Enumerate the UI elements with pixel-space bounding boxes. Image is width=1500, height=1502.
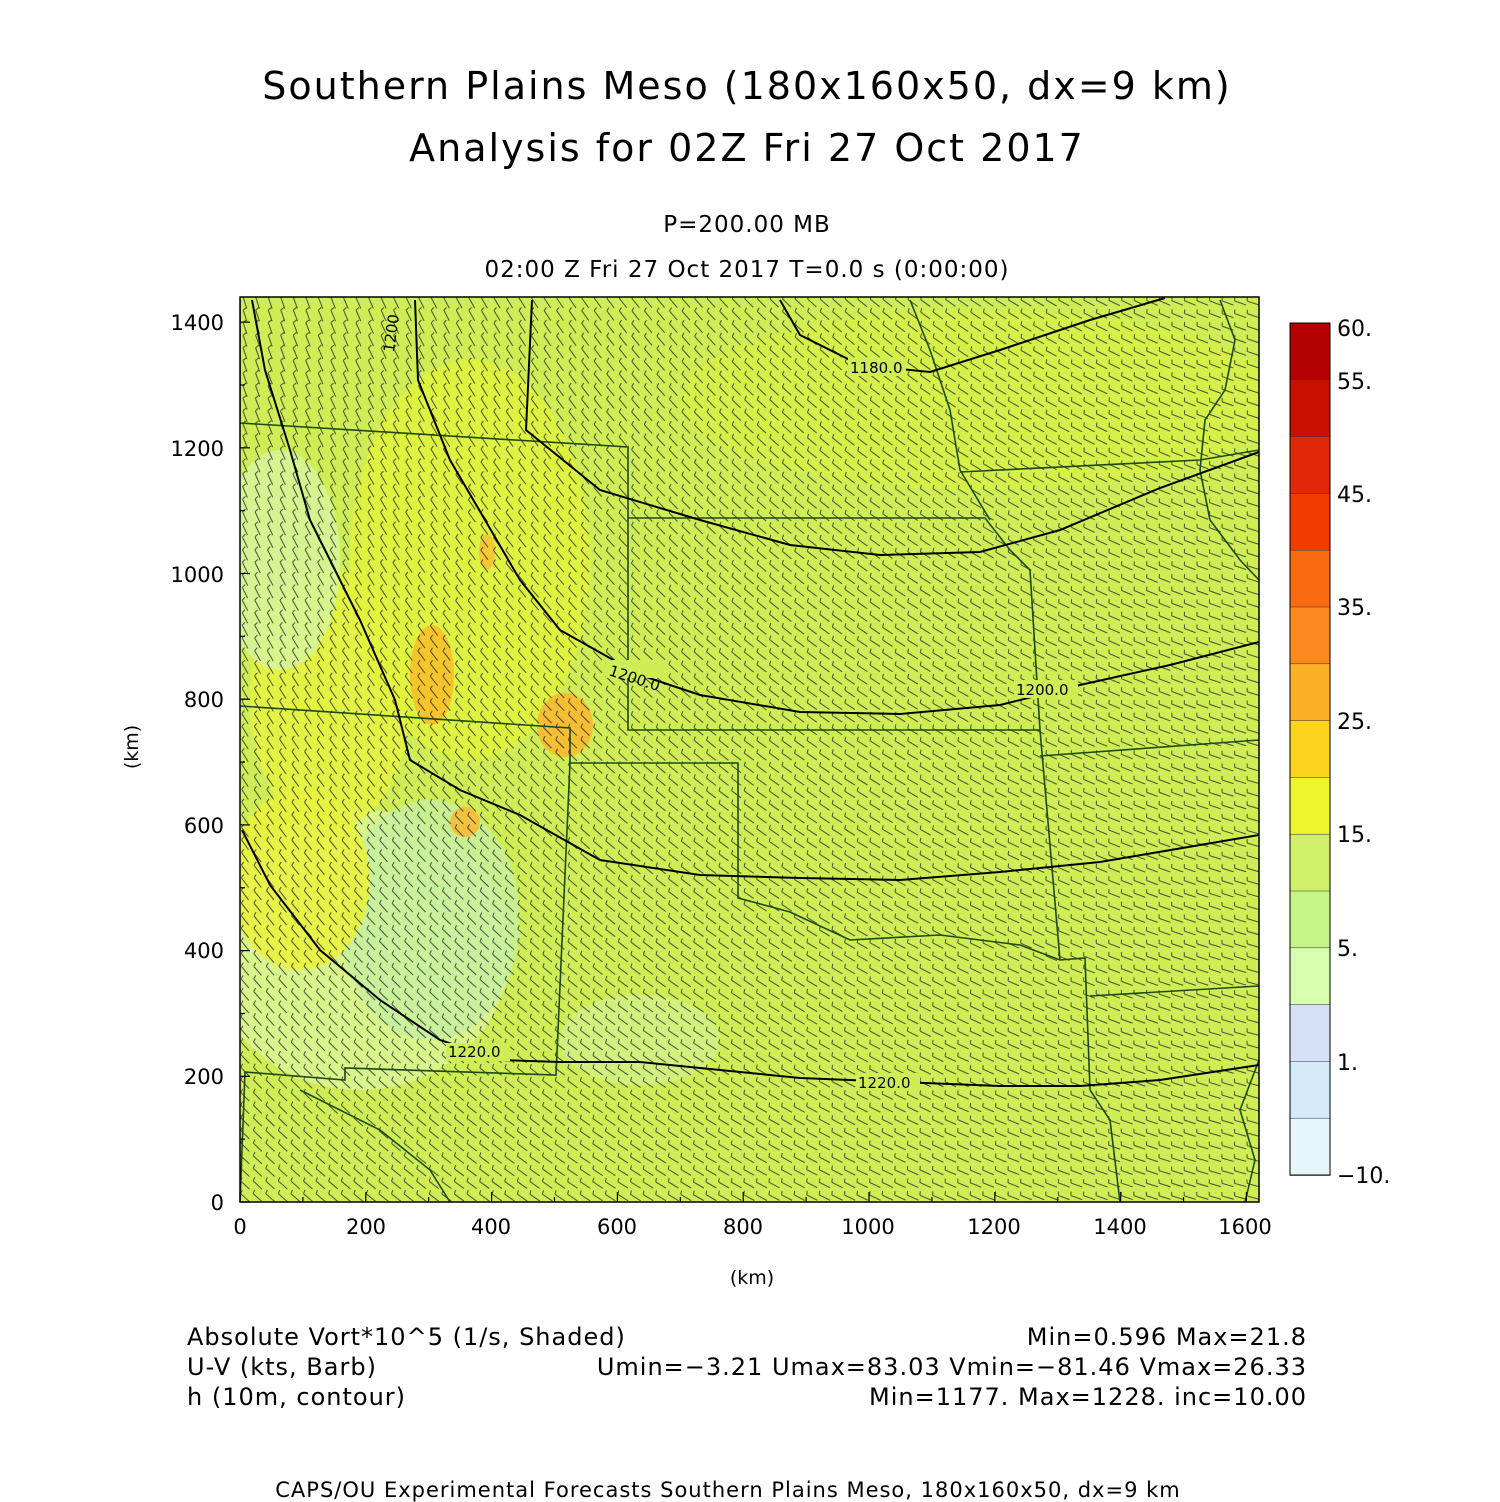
colorbar-label-1: 1. (1337, 1051, 1358, 1076)
credit-line: CAPS/OU Experimental Forecasts Southern … (275, 1478, 1181, 1502)
y-tick-label-1400: 1400 (171, 311, 224, 335)
height-contours (241, 297, 1259, 1087)
colorbar-segment (1289, 777, 1331, 835)
colorbar-segment (1289, 322, 1331, 381)
map-area: 1180.0 1200.0 1200.0 1220.0 1220.0 1200 (240, 297, 1259, 1202)
x-tick-label-0: 0 (233, 1215, 246, 1239)
colorbar-label-5: 5. (1337, 937, 1358, 962)
contour-label-bg-1 (848, 358, 906, 376)
boundary-ks-ne (628, 517, 1041, 731)
colorbar-segment (1289, 1004, 1331, 1063)
y-tick-label-0: 0 (211, 1191, 224, 1215)
colorbar-label-55: 55. (1337, 370, 1372, 395)
colorbar-label-15: 15. (1337, 823, 1372, 848)
pressure-level: P=200.00 MB (663, 212, 831, 238)
x-axis-label: (km) (730, 1267, 774, 1289)
y-tick-label-1000: 1000 (171, 563, 224, 587)
analysis-time-title: Analysis for 02Z Fri 27 Oct 2017 (409, 126, 1085, 170)
x-tick-label-400: 400 (471, 1215, 511, 1239)
legend-vorticity: Absolute Vort*10^5 (1/s, Shaded) (187, 1323, 626, 1351)
y-axis-label: (km) (121, 725, 143, 769)
legend-height-range: Min=1177. Max=1228. inc=10.00 (869, 1383, 1307, 1411)
vort-patch-orange-2 (537, 693, 593, 757)
valid-time: 02:00 Z Fri 27 Oct 2017 T=0.0 s (0:00:00… (484, 257, 1010, 283)
legend-vorticity-range: Min=0.596 Max=21.8 (1026, 1323, 1307, 1351)
colorbar-segment (1289, 663, 1331, 722)
colorbar-segment (1289, 379, 1331, 438)
main-title: Southern Plains Meso (180x160x50, dx=9 k… (262, 64, 1232, 108)
river-mississippi (1199, 299, 1259, 581)
colorbar-label-45: 45. (1337, 483, 1372, 508)
contour-label-bg-3 (1014, 680, 1078, 698)
contour-label-1220-a: 1220.0 (448, 1043, 501, 1061)
x-tick-label-1400: 1400 (1093, 1215, 1146, 1239)
contour-1220-south (241, 829, 1259, 1087)
colorbar-segment (1289, 947, 1331, 1006)
x-tick-label-1200: 1200 (967, 1215, 1020, 1239)
x-tick-label-800: 800 (723, 1215, 763, 1239)
y-tick-label-400: 400 (184, 939, 224, 963)
x-tick-label-200: 200 (346, 1215, 386, 1239)
legend-height: h (10m, contour) (187, 1383, 407, 1411)
contour-1200-mid (414, 299, 1259, 716)
contour-label-1180: 1180.0 (850, 359, 903, 377)
contour-1180-ne (779, 297, 1166, 374)
boundary-ar-mo (1039, 729, 1061, 961)
boundary-ar-la (1089, 985, 1259, 997)
colorbar-segment (1289, 549, 1331, 608)
y-tick-label-1200: 1200 (171, 437, 224, 461)
contour-1200-north (524, 299, 1259, 557)
vort-patch-pale-se (560, 995, 720, 1085)
colorbar-label-25: 25. (1337, 710, 1372, 735)
colorbar-segment (1289, 890, 1331, 949)
contour-label-1200-c: 1200 (380, 313, 403, 353)
y-tick-label-800: 800 (184, 688, 224, 712)
contour-labels: 1180.0 1200.0 1200.0 1220.0 1220.0 1200 (380, 313, 1078, 1092)
y-axis-ticks (240, 321, 250, 1203)
boundary-tx-coast (299, 1089, 451, 1202)
colorbar-segment (1289, 1061, 1331, 1119)
x-tick-label-600: 600 (597, 1215, 637, 1239)
colorbar-segment (1289, 1117, 1331, 1176)
legend-wind: U-V (kts, Barb) (187, 1353, 377, 1381)
colorbar (1289, 322, 1331, 1176)
vort-patch-light-nw (240, 450, 340, 670)
vort-patch-orange-3 (450, 807, 480, 837)
boundary-tx-nm (240, 762, 571, 1202)
boundary-co-ks-north (240, 422, 1040, 731)
colorbar-label-60: 60. (1337, 317, 1372, 342)
state-boundaries (240, 299, 1259, 1202)
boundary-mo-ar (1039, 739, 1259, 757)
x-tick-label-1600: 1600 (1218, 1215, 1271, 1239)
boundary-la-tx (1089, 1089, 1121, 1202)
contour-label-1220-b: 1220.0 (858, 1074, 911, 1092)
legend-wind-range: Umin=−3.21 Umax=83.03 Vmin=−81.46 Vmax=2… (596, 1353, 1307, 1381)
contour-label-bg-4 (446, 1043, 510, 1061)
colorbar-labels: 60. 55. 45. 35. 25. 15. 5. 1. −10. (1337, 317, 1390, 1189)
contour-label-1200-b: 1200.0 (1016, 681, 1069, 699)
colorbar-segment (1289, 720, 1331, 779)
x-axis-ticks (239, 1192, 1248, 1202)
x-tick-label-1000: 1000 (841, 1215, 894, 1239)
contour-label-bg-5 (856, 1073, 920, 1091)
boundary-ms-river-south (1239, 1059, 1259, 1202)
colorbar-label-35: 35. (1337, 596, 1372, 621)
colorbar-segment (1289, 493, 1331, 551)
colorbar-segment (1289, 436, 1331, 495)
y-tick-label-200: 200 (184, 1065, 224, 1089)
colorbar-frame (1289, 322, 1331, 1176)
colorbar-segment (1289, 833, 1331, 892)
contour-1200-west (251, 299, 1259, 882)
colorbar-label-minus10: −10. (1337, 1164, 1390, 1189)
vort-patch-orange-4 (479, 534, 495, 570)
plot-frame (239, 296, 1260, 1203)
vort-patch-yellow-ne (680, 310, 1259, 490)
y-tick-label-600: 600 (184, 814, 224, 838)
colorbar-segment (1289, 606, 1331, 665)
river-missouri (909, 299, 991, 521)
boundary-mo-ia (959, 449, 1259, 473)
contour-label-bg-2 (606, 660, 668, 678)
boundary-ok-panhandle (240, 705, 1091, 1091)
